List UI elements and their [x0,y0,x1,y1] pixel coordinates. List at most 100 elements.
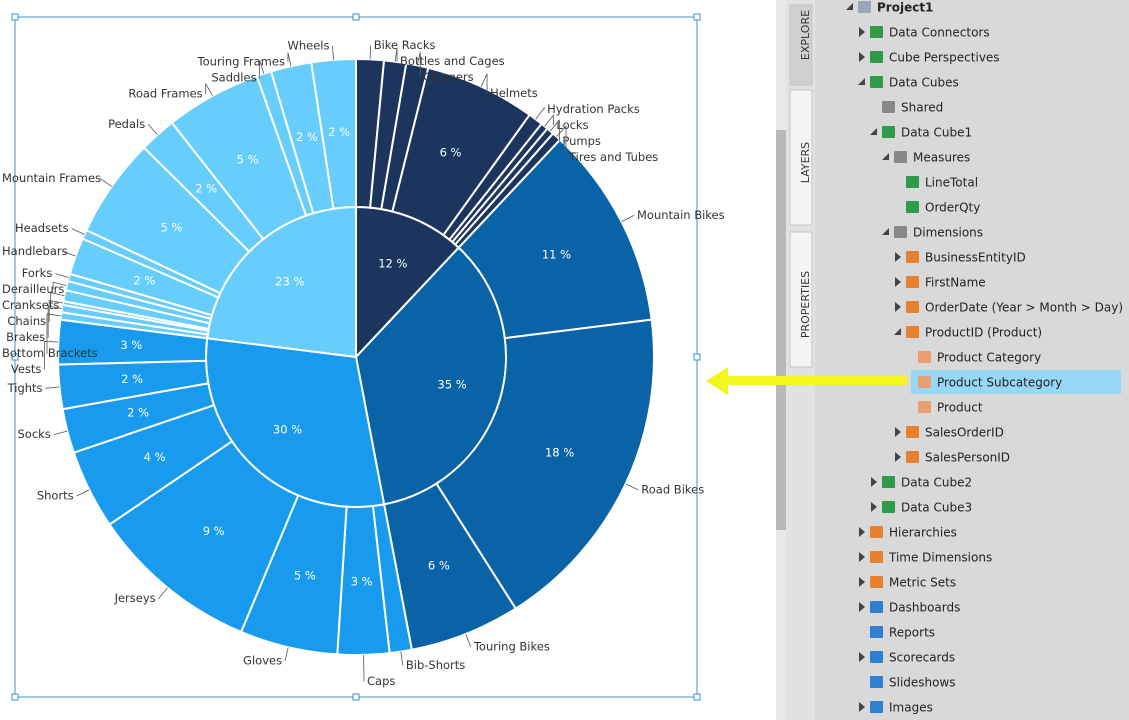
tab-label[interactable]: EXPLORE [799,10,812,60]
tab-label[interactable]: LAYERS [799,142,812,183]
expander[interactable] [859,527,865,537]
tree-item[interactable]: Data Cube3 [901,501,972,515]
segment-name: Helmets [490,86,538,100]
tree-item[interactable]: Hierarchies [889,526,957,540]
expander[interactable] [858,78,865,85]
handle[interactable] [693,693,701,701]
outer-label: 3 % [120,338,142,352]
tab[interactable] [789,89,813,226]
outer-label: 2 % [328,125,350,139]
tree-item[interactable]: Slideshows [889,676,956,690]
expander[interactable] [895,427,901,437]
tree-item[interactable]: FirstName [925,276,986,290]
tree-item[interactable]: Time Dimensions [888,551,992,565]
tree-item[interactable]: OrderQty [925,201,980,215]
segment-name: Touring Bikes [473,640,550,654]
tree-icon [906,451,919,463]
leader-line [47,305,63,338]
tree-item[interactable]: Data Cubes [889,76,959,90]
tab-label[interactable]: PROPERTIES [799,271,812,338]
tree-item[interactable]: ProductID (Product) [925,326,1042,340]
expander[interactable] [859,52,865,62]
tree-item[interactable]: OrderDate (Year > Month > Day) [925,301,1123,315]
segment-name: Brakes [6,330,45,344]
expander[interactable] [859,652,865,662]
tree-icon [906,201,919,213]
expander[interactable] [894,328,901,335]
segment-name: Chains [7,314,46,328]
expander[interactable] [895,452,901,462]
expander[interactable] [871,477,877,487]
expander[interactable] [846,3,853,10]
leader-line [52,281,67,290]
tree-icon [894,151,907,163]
tree-item[interactable]: Data Cube2 [901,476,972,490]
segment-name: Hydration Packs [547,102,640,116]
handle[interactable] [352,13,360,21]
tree-item[interactable]: Metric Sets [889,576,956,590]
tab[interactable] [789,231,813,368]
tree-icon [870,26,883,38]
tree-item[interactable]: Product Subcategory [937,376,1062,390]
segment-name: Saddles [211,70,256,84]
inner-label: 12 % [378,257,407,271]
tree-item[interactable]: Data Connectors [889,26,990,40]
leader-line [99,178,112,187]
tree-panel [815,0,1129,720]
expander[interactable] [882,228,889,235]
leader-line [332,45,334,60]
leader-line [259,60,265,78]
tree-icon [918,401,931,413]
expander[interactable] [882,153,889,160]
expander[interactable] [859,552,865,562]
expander[interactable] [895,277,901,287]
scrollbar-thumb[interactable] [776,130,786,530]
handle[interactable] [693,353,701,361]
expander[interactable] [895,302,901,312]
tree-item[interactable]: Dimensions [913,226,983,240]
tree-item[interactable]: Scorecards [889,651,955,665]
expander[interactable] [859,27,865,37]
tab[interactable] [789,4,813,86]
expander[interactable] [870,128,877,135]
outer-label: 2 % [296,130,318,144]
tree-item[interactable]: SalesOrderID [925,426,1004,440]
tree-item[interactable]: Product [937,401,983,415]
handle[interactable] [352,693,360,701]
tree-item[interactable]: Images [889,701,933,715]
tree-item[interactable]: Reports [889,626,935,640]
tree-item[interactable]: LineTotal [925,176,978,190]
tree-item[interactable]: Dashboards [889,601,960,615]
segment-name: Bike Racks [374,38,436,52]
handle[interactable] [11,13,19,21]
outer-label: 9 % [203,524,225,538]
tree-item[interactable]: Cube Perspectives [889,51,1000,65]
tree-item[interactable]: Measures [913,151,970,165]
leader-line [394,47,398,62]
handle[interactable] [11,693,19,701]
tree-icon [870,576,883,588]
expander[interactable] [871,502,877,512]
tree-item[interactable]: Project1 [877,1,933,15]
outer-label: 5 % [161,221,183,235]
expander[interactable] [859,602,865,612]
tree-item[interactable]: Product Category [937,351,1041,365]
selected-row[interactable] [911,370,1121,394]
tree-item[interactable]: Shared [901,101,943,115]
sunburst-chart[interactable]: 12 % 6 % 35 % 11 % 18 % 6 % 30 % 3 % 5 % 9 % 4 % 2 … [2,38,725,688]
expander[interactable] [895,252,901,262]
outer-slice [434,318,655,610]
tree-item[interactable]: BusinessEntityID [925,251,1026,265]
leader-line [76,489,90,497]
tree-item[interactable]: Data Cube1 [901,126,972,140]
expander[interactable] [859,577,865,587]
handle[interactable] [11,353,19,361]
resize-handles[interactable] [11,13,701,701]
handle[interactable] [693,13,701,21]
segment-name: Touring Frames [197,54,285,68]
expander[interactable] [859,702,865,712]
tree-item[interactable]: SalesPersonID [925,451,1010,465]
outer-slice [310,57,357,210]
tree-icon [858,1,871,13]
segment-name: Gloves [243,653,282,667]
